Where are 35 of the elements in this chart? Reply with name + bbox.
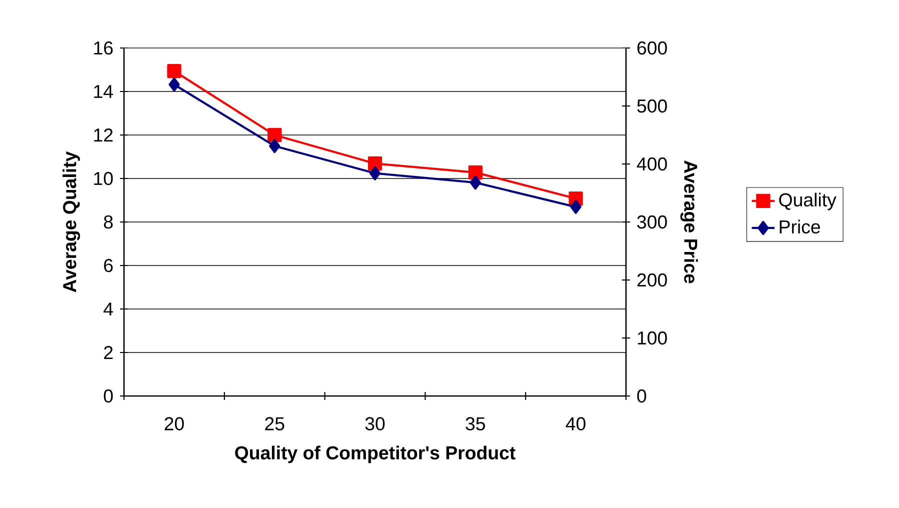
y-tick-label: 14 (94, 85, 113, 98)
y-axis-title: Average Quality (62, 151, 80, 292)
point (268, 128, 282, 142)
point (368, 156, 382, 171)
point (470, 175, 481, 190)
x-tick-label: 20 (164, 417, 184, 430)
y-tick-label: 2 (104, 346, 113, 360)
y-tick-label: 0 (104, 389, 113, 403)
x-tick-label: 25 (265, 417, 284, 430)
point (468, 165, 482, 180)
x-axis-title: Quality of Competitor's Product (235, 446, 516, 464)
y-tick-label: 12 (94, 128, 113, 142)
point (369, 166, 381, 180)
y-tick-label: 8 (104, 215, 113, 229)
point (570, 200, 582, 214)
legend-label: Quality (779, 192, 836, 210)
y2-tick-label: 100 (638, 331, 667, 345)
y-tick-label: 6 (104, 258, 113, 272)
y-tick-label: 4 (104, 302, 113, 316)
point (167, 64, 182, 78)
x-tick-label: 30 (365, 417, 385, 430)
x-tick-label: 35 (466, 417, 485, 430)
y-tick-label: 10 (94, 172, 113, 186)
y2-tick-label: 500 (637, 99, 667, 113)
y2-axis-title: Average Price (680, 160, 698, 284)
y2-tick-label: 200 (637, 273, 667, 287)
y2-tick-label: 300 (637, 215, 667, 229)
legend-label: Price (780, 220, 820, 234)
y2-tick-label: 0 (637, 389, 646, 403)
y2-tick-label: 400 (636, 157, 667, 171)
x-tick-label: 40 (566, 417, 586, 430)
point (269, 138, 280, 154)
y-tick-label: 16 (94, 41, 113, 55)
point (168, 77, 180, 92)
y2-tick-label: 600 (637, 41, 667, 55)
